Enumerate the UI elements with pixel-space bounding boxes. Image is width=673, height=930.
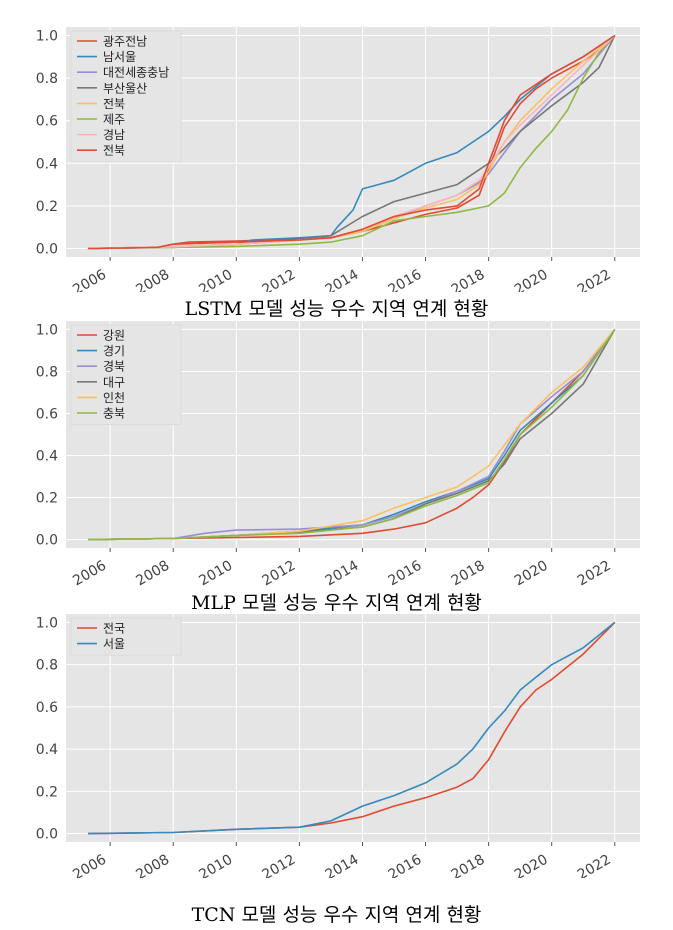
- tcn-legend-label-0: 전국: [103, 622, 125, 636]
- tcn-y-tick-label: 0.0: [36, 827, 58, 843]
- lstm-legend-label-4: 전북: [103, 97, 125, 111]
- lstm-y-tick-label: 1.0: [36, 29, 58, 45]
- tcn-y-tick-label: 0.2: [36, 784, 58, 800]
- tcn-gridlines: [66, 614, 640, 842]
- mlp-legend-label-0: 강원: [103, 329, 125, 343]
- tcn-x-tick-label: 2012: [260, 852, 299, 878]
- lstm-legend-label-7: 전북: [103, 144, 125, 158]
- lstm-x-tick-label: 2012: [260, 267, 299, 292]
- lstm-x-tick-label: 2014: [323, 267, 362, 292]
- lstm-x-tick-label: 2022: [575, 267, 614, 292]
- tcn-legend-label-1: 서울: [103, 637, 125, 651]
- mlp-y-tick-label: 0.0: [36, 533, 58, 549]
- tcn-x-tick-label: 2008: [133, 852, 172, 878]
- tcn-x-tick-label: 2010: [196, 852, 235, 878]
- mlp-x-tick-label: 2020: [512, 558, 551, 586]
- mlp-series-line-0: [88, 328, 616, 541]
- mlp-y-tick-label: 0.6: [36, 406, 58, 422]
- lstm-legend-label-0: 광주전남: [103, 35, 147, 49]
- mlp-x-tick-label: 2014: [323, 558, 362, 586]
- tcn-y-tick-label: 0.4: [36, 742, 58, 758]
- tcn-y-tick-label: 1.0: [36, 615, 58, 631]
- lstm-panel: 0.0 0.2 0.4 0.6 0.8 1.0 2006 2008 2010 2012 2014 20…: [0, 0, 673, 292]
- mlp-legend-label-2: 경북: [103, 360, 125, 374]
- tcn-x-tick-label: 2020: [512, 852, 551, 878]
- mlp-y-tick-label: 0.8: [36, 364, 58, 380]
- lstm-series-line-1: [88, 34, 616, 250]
- lstm-legend-label-2: 대전세종충남: [103, 66, 169, 80]
- mlp-chart: 0.0 0.2 0.4 0.6 0.8 1.0 2006 2008 2010 2012 2014 20…: [36, 321, 640, 586]
- lstm-y-tick-label: 0.2: [36, 199, 58, 215]
- mlp-x-tick-label: 2012: [260, 558, 299, 586]
- mlp-y-tick-label: 0.4: [36, 449, 58, 465]
- mlp-x-tick-label: 2008: [133, 558, 172, 586]
- mlp-y-tick-label: 0.2: [36, 491, 58, 507]
- lstm-x-tick-label: 2010: [196, 267, 235, 292]
- lstm-series-line-7: [88, 34, 616, 250]
- lstm-chart: 0.0 0.2 0.4 0.6 0.8 1.0 2006 2008 2010 2012 2014 20…: [36, 27, 640, 292]
- tcn-chart: 0.0 0.2 0.4 0.6 0.8 1.0 2006 2008 2010 2012 2014 20…: [36, 614, 640, 878]
- mlp-x-tick-label: 2016: [386, 558, 425, 586]
- tcn-legend-box: [70, 617, 182, 656]
- tcn-caption: TCN 모델 성능 우수 지역 연계 현황: [191, 904, 482, 926]
- lstm-x-tick-label: 2016: [386, 267, 425, 292]
- mlp-legend-label-5: 충북: [103, 407, 125, 421]
- lstm-legend-label-6: 경남: [103, 128, 125, 142]
- mlp-caption: MLP 모델 성능 우수 지역 연계 현황: [191, 592, 482, 614]
- lstm-y-tick-label: 0.4: [36, 156, 58, 172]
- lstm-series-line-0: [88, 34, 616, 250]
- mlp-legend-label-3: 대구: [103, 375, 125, 389]
- mlp-panel: 0.0 0.2 0.4 0.6 0.8 1.0 2006 2008 2010 2012 2014 20…: [0, 318, 673, 586]
- tcn-y-tick-label: 0.6: [36, 700, 58, 716]
- tcn-x-tick-label: 2014: [323, 852, 362, 878]
- tcn-x-tick-label: 2006: [70, 852, 109, 878]
- mlp-x-tick-label: 2006: [70, 558, 109, 586]
- tcn-panel: 0.0 0.2 0.4 0.6 0.8 1.0 2006 2008 2010 2012 2014 20…: [0, 612, 673, 878]
- mlp-x-tick-label: 2018: [449, 558, 488, 586]
- tcn-x-tick-label: 2016: [386, 852, 425, 878]
- lstm-legend-box: [70, 30, 182, 163]
- lstm-y-tick-label: 0.0: [36, 241, 58, 257]
- lstm-y-tick-label: 0.8: [36, 71, 58, 87]
- tcn-x-tick-label: 2022: [575, 852, 614, 878]
- lstm-x-tick-label: 2006: [70, 267, 109, 292]
- lstm-legend-label-5: 제주: [103, 113, 125, 127]
- tcn-series-line-1: [88, 621, 616, 835]
- mlp-x-tick-label: 2022: [575, 558, 614, 586]
- tcn-y-tick-label: 0.8: [36, 658, 58, 674]
- mlp-x-tick-label: 2010: [196, 558, 235, 586]
- lstm-legend-label-3: 부산울산: [103, 81, 147, 95]
- mlp-legend-label-4: 인천: [103, 390, 125, 405]
- mlp-legend-label-1: 경기: [103, 344, 125, 358]
- lstm-x-tick-label: 2018: [449, 267, 488, 292]
- lstm-legend-label-1: 남서울: [103, 50, 136, 64]
- lstm-series-line-5: [88, 34, 616, 250]
- tcn-x-tick-label: 2018: [449, 852, 488, 878]
- mlp-legend-box: [70, 324, 182, 426]
- mlp-series-line-5: [88, 328, 616, 541]
- lstm-caption: LSTM 모델 성능 우수 지역 연계 현황: [184, 298, 489, 320]
- lstm-series-line-6: [88, 34, 616, 250]
- mlp-y-tick-label: 1.0: [36, 322, 58, 338]
- lstm-x-tick-label: 2008: [133, 267, 172, 292]
- lstm-x-tick-label: 2020: [512, 267, 551, 292]
- lstm-y-tick-label: 0.6: [36, 114, 58, 130]
